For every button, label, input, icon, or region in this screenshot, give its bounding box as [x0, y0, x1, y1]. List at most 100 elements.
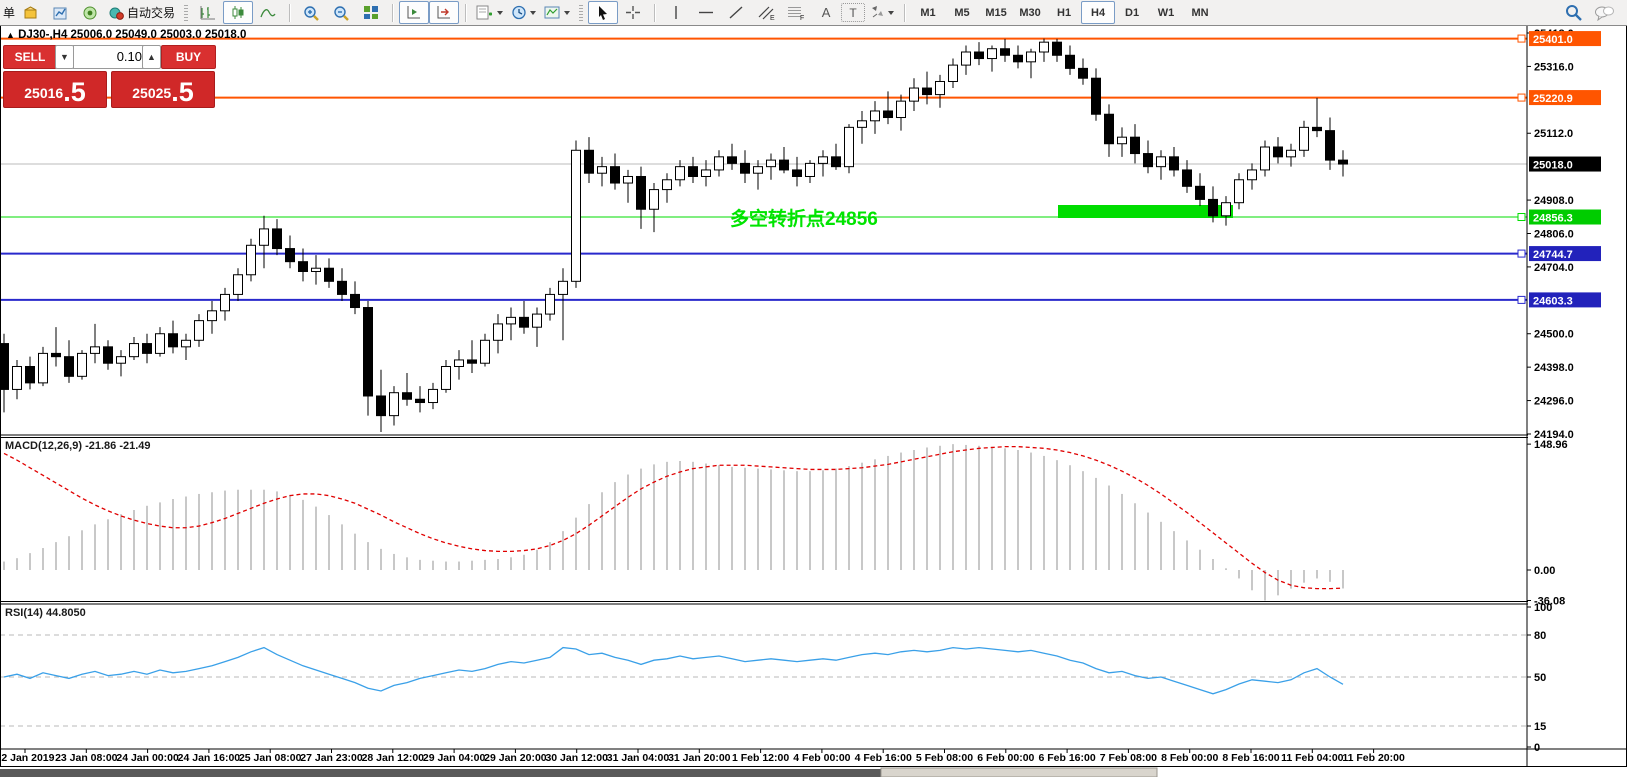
svg-text:22 Jan 2019: 22 Jan 2019: [0, 752, 55, 764]
svg-text:24194.0: 24194.0: [1534, 429, 1574, 441]
search-icon[interactable]: [1559, 1, 1589, 24]
macd-indicator-label: MACD(12,26,9) -21.86 -21.49: [5, 440, 151, 452]
chevron-down-icon: [888, 10, 895, 15]
svg-text:4 Feb 00:00: 4 Feb 00:00: [793, 752, 850, 764]
svg-text:25112.0: 25112.0: [1534, 128, 1573, 140]
svg-text:28 Jan 12:00: 28 Jan 12:00: [362, 752, 425, 764]
autoscroll-icon[interactable]: [399, 1, 430, 24]
svg-text:8 Feb 16:00: 8 Feb 16:00: [1222, 752, 1279, 764]
chart-title: ▲ DJ30-,H4 25006.0 25049.0 25003.0 25018…: [6, 29, 246, 41]
timeframe-button-h4[interactable]: H4: [1081, 1, 1116, 24]
svg-text:148.96: 148.96: [1534, 439, 1568, 451]
buy-button[interactable]: BUY: [161, 45, 216, 69]
crosshair-tool-icon[interactable]: [618, 1, 648, 24]
cursor-tool-icon[interactable]: [588, 1, 619, 24]
text-tool-icon[interactable]: A: [821, 5, 831, 20]
timeframe-button-m15[interactable]: M15: [985, 6, 1007, 19]
svg-text:-36.08: -36.08: [1534, 595, 1565, 607]
channel-sub-label: E: [770, 15, 775, 21]
svg-text:24806.0: 24806.0: [1534, 228, 1574, 240]
svg-text:25018.0: 25018.0: [1533, 160, 1573, 172]
trendline-tool-icon[interactable]: [721, 1, 751, 24]
svg-text:29 Jan 04:00: 29 Jan 04:00: [423, 752, 486, 764]
price-badge: [1529, 209, 1601, 225]
svg-text:24 Jan 16:00: 24 Jan 16:00: [178, 752, 241, 764]
price-badge: [1529, 156, 1601, 172]
vertical-line-tool-icon[interactable]: [661, 1, 691, 24]
candlestick-mode-icon[interactable]: [223, 1, 254, 24]
sell-button[interactable]: SELL: [3, 45, 57, 69]
new-order-button[interactable]: 单: [3, 6, 16, 20]
fibonacci-tool-icon[interactable]: F: [781, 1, 811, 24]
svg-text:31 Jan 20:00: 31 Jan 20:00: [668, 752, 731, 764]
volume-increase-button[interactable]: ▲: [142, 45, 161, 69]
svg-text:6 Feb 00:00: 6 Feb 00:00: [977, 752, 1034, 764]
svg-text:24744.7: 24744.7: [1533, 249, 1573, 261]
svg-text:24500.0: 24500.0: [1534, 329, 1574, 341]
macd-histogram: [3, 444, 1344, 601]
volume-decrease-button[interactable]: ▼: [55, 45, 74, 69]
signal-icon[interactable]: [75, 1, 105, 24]
buy-price-main: 25025: [132, 85, 172, 101]
svg-text:100: 100: [1534, 602, 1552, 614]
svg-text:5 Feb 08:00: 5 Feb 08:00: [916, 752, 973, 764]
chat-icon[interactable]: [1589, 1, 1619, 24]
timeframe-button-m30[interactable]: M30: [1019, 6, 1041, 19]
timeframe-group: M1 M5 M15 M30 H1 H4 D1 W1 MN: [908, 0, 1220, 25]
period-clock-button[interactable]: [507, 1, 540, 24]
zoom-in-icon[interactable]: [296, 1, 326, 24]
svg-text:24398.0: 24398.0: [1534, 362, 1574, 374]
chart-shift-icon[interactable]: [429, 1, 460, 24]
timeframe-button-d1[interactable]: D1: [1125, 6, 1140, 19]
chevron-down-icon: [497, 10, 504, 15]
sell-price-display[interactable]: 25016 .5: [3, 71, 107, 108]
chevron-down-icon: [564, 10, 571, 15]
buy-price-display[interactable]: 25025 .5: [111, 71, 215, 108]
zoom-out-icon[interactable]: [326, 1, 356, 24]
price-axis: 25418.025316.025112.024908.024806.024704…: [1527, 28, 1601, 754]
svg-text:24908.0: 24908.0: [1534, 195, 1574, 207]
collapse-icon[interactable]: ▲: [6, 30, 15, 40]
timeframe-button-m5[interactable]: M5: [954, 6, 970, 19]
annotation-text[interactable]: 多空转折点24856: [730, 207, 878, 230]
package-icon[interactable]: [15, 1, 45, 24]
svg-text:1 Feb 12:00: 1 Feb 12:00: [732, 752, 789, 764]
shapes-tool-button[interactable]: [865, 1, 898, 24]
svg-text:25316.0: 25316.0: [1534, 61, 1574, 73]
svg-text:24856.3: 24856.3: [1533, 213, 1573, 225]
timeframe-button-m1[interactable]: M1: [920, 6, 936, 19]
tile-windows-icon[interactable]: [356, 1, 386, 24]
template-button[interactable]: [540, 1, 574, 24]
buy-price-frac: .5: [171, 77, 194, 107]
market-watch-icon[interactable]: [45, 1, 75, 24]
svg-text:27 Jan 23:00: 27 Jan 23:00: [300, 752, 363, 764]
timeframe-button-w1[interactable]: W1: [1157, 6, 1175, 19]
timeframe-button-mn[interactable]: MN: [1191, 6, 1209, 19]
timeframe-button-h1[interactable]: H1: [1057, 6, 1072, 19]
svg-text:6 Feb 16:00: 6 Feb 16:00: [1038, 752, 1095, 764]
sell-price-frac: .5: [63, 77, 86, 107]
svg-text:30 Jan 12:00: 30 Jan 12:00: [545, 752, 608, 764]
scrollbar-track[interactable]: [0, 769, 881, 777]
autotrade-button[interactable]: 自动交易: [105, 1, 179, 24]
svg-text:8 Feb 00:00: 8 Feb 00:00: [1161, 752, 1218, 764]
channel-tool-icon[interactable]: E: [751, 1, 781, 24]
toolbar-grip: [184, 4, 189, 21]
svg-text:7 Feb 08:00: 7 Feb 08:00: [1100, 752, 1157, 764]
svg-text:80: 80: [1534, 630, 1546, 642]
svg-text:31 Jan 04:00: 31 Jan 04:00: [607, 752, 670, 764]
svg-text:23 Jan 08:00: 23 Jan 08:00: [55, 752, 118, 764]
scrollbar-thumb[interactable]: [880, 767, 1158, 777]
chart-title-text: DJ30-,H4 25006.0 25049.0 25003.0 25018.0: [18, 29, 247, 41]
chevron-down-icon: [530, 10, 537, 15]
label-tool-icon[interactable]: T: [841, 3, 866, 22]
green-zone-rect[interactable]: [1058, 205, 1233, 218]
horizontal-line-tool-icon[interactable]: [691, 1, 721, 24]
add-indicator-button[interactable]: [472, 1, 507, 24]
bar-chart-mode-icon[interactable]: [193, 1, 223, 24]
sell-price-main: 25016: [24, 85, 64, 101]
line-chart-mode-icon[interactable]: [253, 1, 283, 24]
autotrade-label: 自动交易: [127, 6, 176, 20]
volume-input[interactable]: 0.10: [73, 45, 149, 69]
